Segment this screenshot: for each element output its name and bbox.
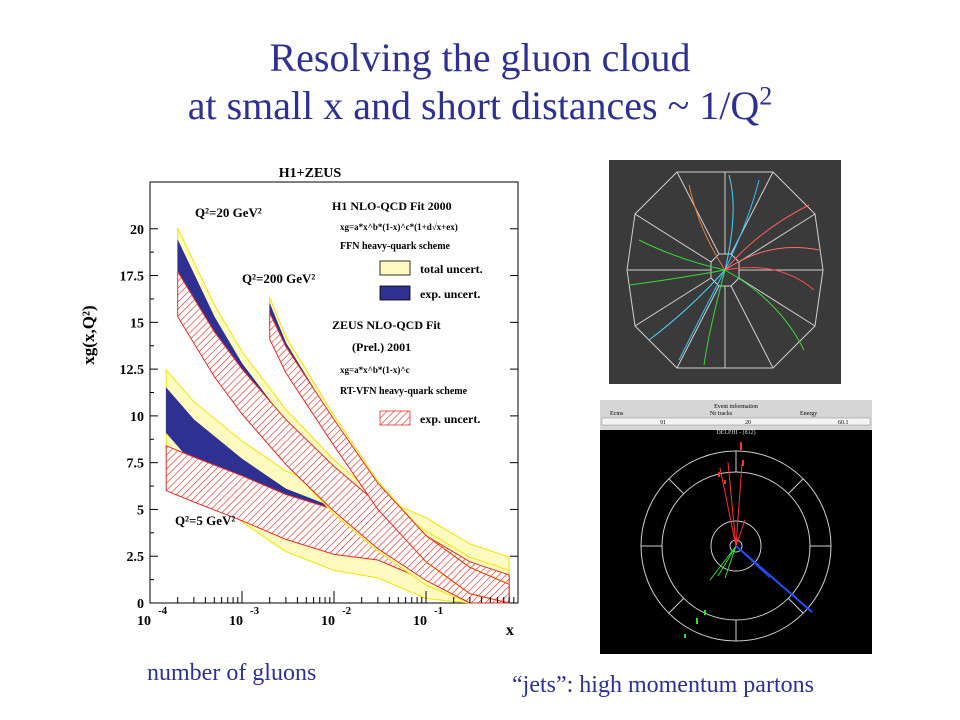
gluon-density-plot: 0 2.5 5 7.5 10 12.5 15 17.5 20 10 -4 10 -3 10 -2 10 -1 H… [70,155,530,640]
y-axis-label: xg(x,Q²) [79,305,98,364]
x-tick-label-exp: -1 [434,605,443,617]
legend-label-total-uncert: total uncert. [420,262,483,276]
event-info-val-ecms: 91 [660,420,666,426]
legend-label-exp-uncert-zeus: exp. uncert. [420,412,480,426]
legend: H1 NLO-QCD Fit 2000 xg=a*x^b*(1-x)^c*(1+… [332,199,483,426]
event-info-val-energy: 60.1 [838,420,849,426]
y-tick-label: 10 [130,410,144,425]
title-line-2: at small x and short distances ~ 1/Q2 [0,82,960,130]
y-tick-label: 0 [137,597,144,612]
event-display-delphi-graphic: Event information Ecms Nr tracks Energy … [600,400,872,654]
legend-zeus-title: ZEUS NLO-QCD Fit [332,318,441,332]
x-tick-label-base: 10 [137,614,151,629]
delphi-hits-green [684,610,706,638]
event-info-val-tracks: 20 [745,420,751,426]
event-display-endcap [609,160,841,384]
x-tick-label-exp: -4 [158,605,168,617]
delphi-tracks [709,461,813,613]
legend-h1-formula: xg=a*x^b*(1-x)^c*(1+d√x+ex) [340,222,458,232]
y-tick-label: 15 [130,316,144,331]
axes: 0 2.5 5 7.5 10 12.5 15 17.5 20 10 -4 10 -3 10 -2 10 -1 [120,223,518,629]
event-info-col-energy: Energy [800,411,817,417]
x-axis-label: x [506,622,514,639]
legend-swatch-exp-uncert-h1 [379,285,411,301]
y-tick-label: 17.5 [120,270,145,285]
legend-swatch-total-uncert [379,260,411,276]
event-info-header: Event information [714,403,758,410]
legend-zeus-subtitle: (Prel.) 2001 [352,340,411,354]
y-tick-label: 5 [137,503,144,518]
event-info-col-ecms: Ecms [610,411,624,417]
delphi-detector-rings [640,450,832,642]
delphi-hits-red [718,442,744,484]
event-info-subheader: DELPHI - (812) [716,429,755,436]
slide-title: Resolving the gluon cloud at small x and… [0,34,960,130]
x-tick-label-base: 10 [229,614,243,629]
curve-label-q2-200: Q²=200 GeV² [242,271,315,286]
title-line-1: Resolving the gluon cloud [269,35,691,80]
particle-tracks [628,174,820,366]
legend-h1-title: H1 NLO-QCD Fit 2000 [332,199,452,213]
y-tick-label: 2.5 [127,550,145,565]
title-line-2-sup: 2 [759,81,773,111]
y-tick-label: 12.5 [120,363,145,378]
legend-zeus-scheme: RT-VFN heavy-quark scheme [340,386,468,397]
event-display-delphi: Event information Ecms Nr tracks Energy … [600,400,872,654]
legend-swatch-exp-uncert-zeus [379,410,411,426]
x-tick-label-exp: -3 [250,605,260,617]
caption-jets: “jets”: high momentum partons [512,672,814,698]
y-tick-label: 20 [130,223,144,238]
detector-outline [626,171,824,369]
x-tick-label-base: 10 [413,614,427,629]
chart-title: H1+ZEUS [279,166,342,181]
gluon-density-chart: 0 2.5 5 7.5 10 12.5 15 17.5 20 10 -4 10 -3 10 -2 10 -1 H… [70,155,530,640]
title-line-2-text: at small x and short distances ~ 1/Q [187,83,760,128]
caption-number-of-gluons: number of gluons [147,660,317,686]
x-tick-label-base: 10 [321,614,335,629]
curve-label-q2-5: Q²=5 GeV² [175,513,235,528]
legend-label-exp-uncert-h1: exp. uncert. [420,287,480,301]
event-display-endcap-graphic [609,160,841,384]
curve-label-q2-20: Q²=20 GeV² [195,205,262,220]
legend-h1-scheme: FFN heavy-quark scheme [340,241,451,252]
event-info-col-tracks: Nr tracks [710,411,733,417]
legend-zeus-formula: xg=a*x^b*(1-x)^c [340,365,410,375]
y-tick-label: 7.5 [127,457,145,472]
x-tick-label-exp: -2 [342,605,352,617]
